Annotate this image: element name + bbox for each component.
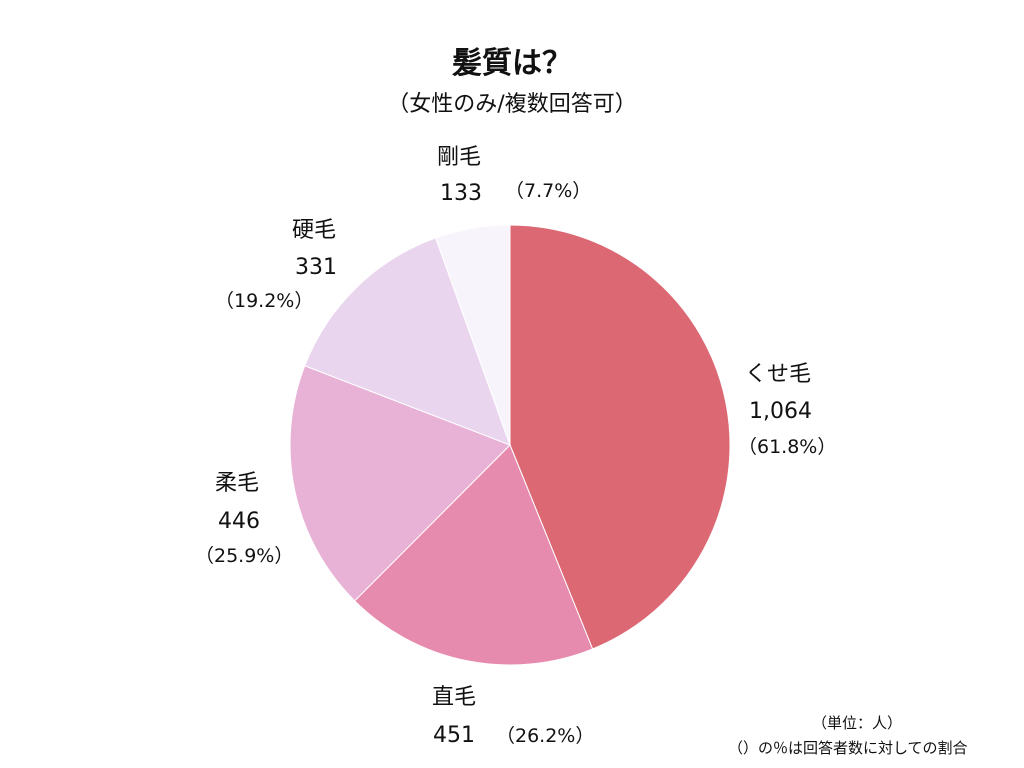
label-juumou-percent: （25.9%） xyxy=(195,545,294,567)
label-chokumou-percent: （26.2%） xyxy=(496,725,595,747)
label-kusege-name: くせ毛 xyxy=(745,362,812,387)
chart-title: 髪質は？ xyxy=(452,46,572,81)
label-chokumou-name: 直毛 xyxy=(432,685,477,710)
chart-subtitle: （女性のみ/複数回答可） xyxy=(387,92,637,117)
label-koumou-value: 331 xyxy=(295,255,337,280)
label-goumou-name: 剛毛 xyxy=(437,145,482,170)
percent-note: （）の％は回答者数に対しての割合 xyxy=(728,739,968,757)
slice-kusege xyxy=(509,224,731,650)
label-juumou-value: 446 xyxy=(218,509,260,534)
unit-note: （単位：人） xyxy=(812,714,903,732)
label-goumou-value: 133 xyxy=(440,181,482,206)
label-juumou-name: 柔毛 xyxy=(215,471,260,496)
label-koumou-percent: （19.2%） xyxy=(215,290,314,312)
label-kusege-value: 1,064 xyxy=(749,399,812,424)
slice-juumou xyxy=(289,365,511,602)
slice-chokumou xyxy=(353,444,594,666)
slice-koumou-hard xyxy=(304,237,511,446)
slice-goumou xyxy=(435,224,511,446)
label-chokumou-value: 451 xyxy=(433,723,475,748)
label-kusege-percent: （61.8%） xyxy=(738,436,837,458)
label-koumou-name: 硬毛 xyxy=(292,218,337,243)
label-goumou-percent: （7.7%） xyxy=(505,180,592,202)
